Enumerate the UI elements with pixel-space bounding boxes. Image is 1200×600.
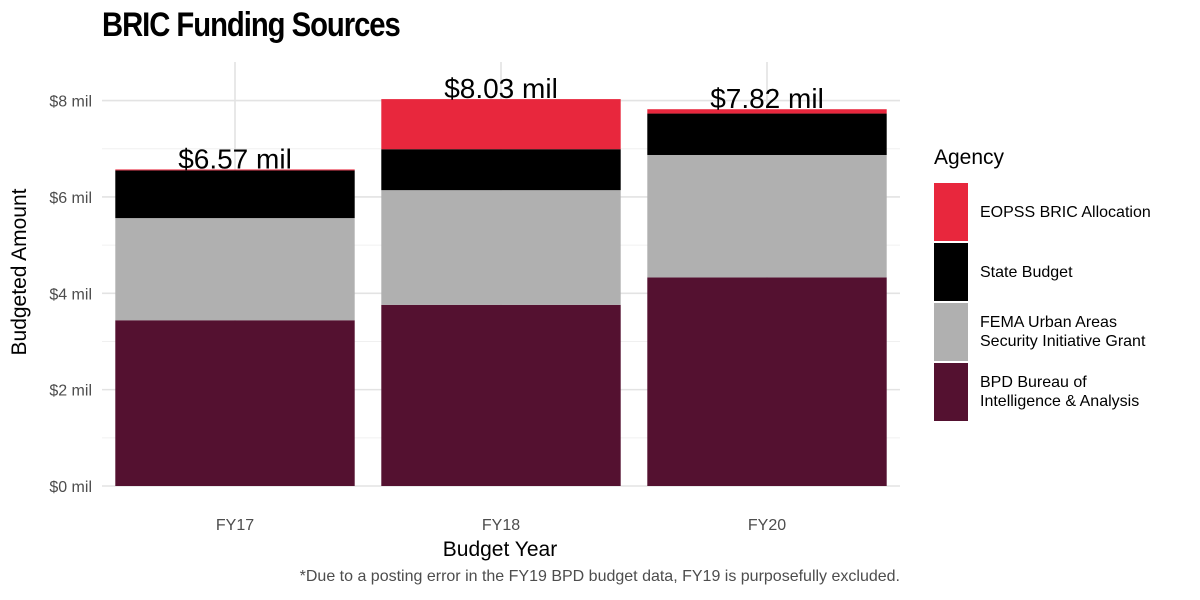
legend-item: FEMA Urban Areas Security Initiative Gra… <box>934 302 1151 362</box>
legend-item: State Budget <box>934 242 1151 302</box>
total-labels: $6.57 mil $8.03 mil $7.82 mil <box>178 73 824 174</box>
x-tick-label: FY18 <box>482 517 520 534</box>
chart-title: BRIC Funding Sources <box>102 6 401 44</box>
legend-label: EOPSS BRIC Allocation <box>980 203 1151 221</box>
x-axis-ticks: FY17 FY18 FY20 <box>216 517 786 534</box>
y-tick-label: $2 mil <box>49 383 92 400</box>
total-label: $7.82 mil <box>710 83 824 114</box>
bar-segment <box>115 169 355 171</box>
footnote: *Due to a posting error in the FY19 BPD … <box>299 568 900 585</box>
legend-swatch <box>934 183 968 241</box>
legend-swatch <box>934 363 968 421</box>
bar-segment <box>115 218 355 321</box>
bar-segment <box>381 190 621 305</box>
total-label: $6.57 mil <box>178 143 292 174</box>
bar-segment <box>381 304 621 486</box>
bar-segment <box>381 149 621 191</box>
legend-swatch <box>934 303 968 361</box>
legend-label: State Budget <box>980 263 1073 281</box>
legend-label: BPD Bureau of Intelligence & Analysis <box>980 374 1140 410</box>
x-axis-label: Budget Year <box>443 538 557 561</box>
legend-swatch <box>934 243 968 301</box>
bars <box>115 99 887 486</box>
bar-segment <box>647 109 887 114</box>
bar-segment <box>647 113 887 155</box>
legend-title: Agency <box>934 146 1005 169</box>
bar-segment <box>115 170 355 219</box>
y-tick-label: $8 mil <box>49 94 92 111</box>
x-tick-label: FY20 <box>748 517 786 534</box>
legend-item: BPD Bureau of Intelligence & Analysis <box>934 362 1151 422</box>
bar-segment <box>115 320 355 486</box>
y-tick-label: $6 mil <box>49 190 92 207</box>
legend-items: EOPSS BRIC Allocation State Budget FEMA Ur… <box>934 182 1151 422</box>
y-axis-ticks: $0 mil $2 mil $4 mil $6 mil $8 mil <box>49 94 92 496</box>
x-tick-label: FY17 <box>216 517 254 534</box>
total-label: $8.03 mil <box>444 73 558 104</box>
bar-segment <box>381 99 621 150</box>
bar-segment <box>647 154 887 278</box>
y-tick-label: $4 mil <box>49 286 92 303</box>
legend: Agency EOPSS BRIC Allocation State Budget… <box>934 146 1151 422</box>
y-tick-label: $0 mil <box>49 479 92 496</box>
y-axis-label: Budgeted Amount <box>8 188 31 355</box>
bar-segment <box>647 277 887 486</box>
legend-label: FEMA Urban Areas Security Initiative Gra… <box>980 314 1146 350</box>
legend-item: EOPSS BRIC Allocation <box>934 182 1151 242</box>
